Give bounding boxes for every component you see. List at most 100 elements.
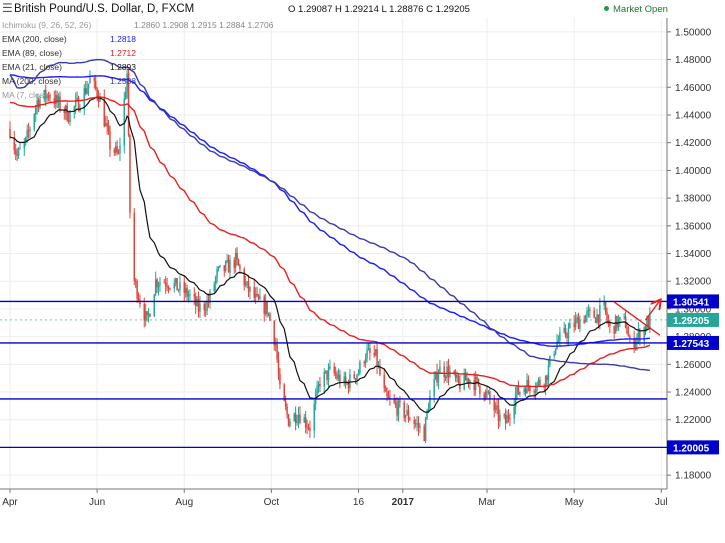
candle — [329, 359, 331, 371]
candle-body — [169, 288, 171, 290]
candle-body — [603, 301, 605, 306]
indicator-legend-row[interactable]: MA (200, close) 1.2588 — [2, 76, 136, 86]
candle-body — [63, 109, 66, 114]
candle — [403, 400, 405, 422]
y-tick-label: 1.42000 — [675, 138, 712, 149]
candle-body — [84, 88, 87, 94]
candle-body — [163, 282, 166, 284]
candle-body — [364, 358, 367, 364]
indicator-legend-row[interactable]: MA (7, close) — [2, 90, 52, 100]
x-tick-label: May — [565, 497, 584, 508]
y-tick-label: 1.36000 — [675, 221, 712, 232]
candle — [233, 257, 235, 274]
candle-body — [177, 289, 180, 291]
candle — [257, 293, 260, 301]
candle-body — [643, 327, 645, 342]
candle-body — [404, 414, 407, 418]
candle-body — [579, 319, 581, 329]
candle-body — [456, 375, 458, 378]
candle — [557, 335, 560, 344]
candle-body — [386, 391, 388, 397]
indicator-legend-row[interactable]: EMA (21, close) 1.2893 — [2, 62, 136, 72]
candle-body — [609, 322, 611, 326]
candle — [587, 304, 590, 318]
symbol-title[interactable]: British Pound/U.S. Dollar, D, FXCM — [14, 3, 195, 15]
candle-body — [514, 394, 517, 407]
candle — [553, 351, 555, 359]
candle-body — [523, 388, 525, 393]
candle-body — [397, 400, 400, 416]
candle-body — [613, 325, 615, 334]
candle — [94, 74, 97, 91]
candle — [537, 377, 540, 387]
candle — [373, 344, 375, 358]
candle — [334, 366, 337, 380]
candle-body — [134, 280, 137, 282]
candle-body — [324, 370, 327, 373]
candle — [303, 413, 305, 423]
candle — [556, 333, 558, 350]
candle — [34, 105, 37, 123]
candle — [186, 284, 188, 301]
indicator-legend-row[interactable]: EMA (89, close) 1.2712 — [2, 48, 136, 58]
candle-body — [176, 278, 178, 291]
candle — [396, 397, 398, 421]
y-tick-label: 1.26000 — [675, 360, 712, 371]
candle-body — [566, 335, 568, 339]
candle — [104, 115, 107, 127]
indicator-legend-row[interactable]: Ichimoku (9, 26, 52, 26) 1.2860 1.2908 1.… — [2, 20, 273, 30]
candle — [383, 368, 385, 393]
menu-icon[interactable]: ☰ — [2, 1, 13, 15]
candle — [197, 291, 200, 318]
candle — [243, 267, 245, 291]
candle-body — [369, 348, 371, 353]
level-price-badge: 1.27543 — [667, 335, 719, 350]
candle-body — [304, 417, 307, 427]
candle-body — [74, 99, 77, 107]
candle — [413, 416, 415, 430]
candle — [509, 413, 511, 427]
candle — [369, 342, 371, 361]
candle-body — [149, 314, 151, 317]
candle-body — [279, 373, 281, 385]
candle-body — [183, 282, 185, 294]
candle-body — [464, 372, 467, 381]
candle — [246, 280, 248, 289]
candle — [527, 375, 530, 392]
candle-body — [266, 301, 268, 314]
candle — [613, 325, 615, 340]
candle — [439, 360, 441, 374]
indicator-label: EMA (89, close) — [2, 48, 62, 58]
candle-body — [186, 288, 188, 297]
candle-body — [24, 137, 27, 142]
indicator-legend-row[interactable]: EMA (200, close) 1.2818 — [2, 34, 136, 44]
candle-body — [634, 342, 637, 348]
candle — [84, 80, 87, 96]
level-price-badge: 1.30541 — [667, 294, 719, 309]
candle-body — [157, 285, 160, 288]
candle — [327, 363, 330, 388]
ohlc-open-value: 1.29087 — [298, 4, 333, 15]
candle-body — [607, 319, 610, 323]
candle-body — [56, 95, 58, 103]
candle — [607, 314, 610, 328]
candle-body — [326, 370, 328, 380]
candle-body — [477, 378, 480, 386]
candle-body — [293, 413, 295, 422]
candle — [483, 391, 485, 402]
candle — [23, 138, 26, 157]
candle-body — [544, 375, 547, 388]
candle-body — [237, 259, 240, 266]
candle — [106, 115, 108, 135]
candle — [134, 277, 137, 288]
candle — [513, 398, 515, 424]
candle-body — [199, 303, 201, 312]
candle-body — [444, 377, 447, 379]
candle-body — [336, 374, 338, 379]
candle-body — [423, 426, 425, 442]
candle — [326, 370, 328, 385]
candle-body — [433, 378, 435, 397]
candle — [174, 277, 177, 287]
candle-body — [507, 415, 510, 418]
